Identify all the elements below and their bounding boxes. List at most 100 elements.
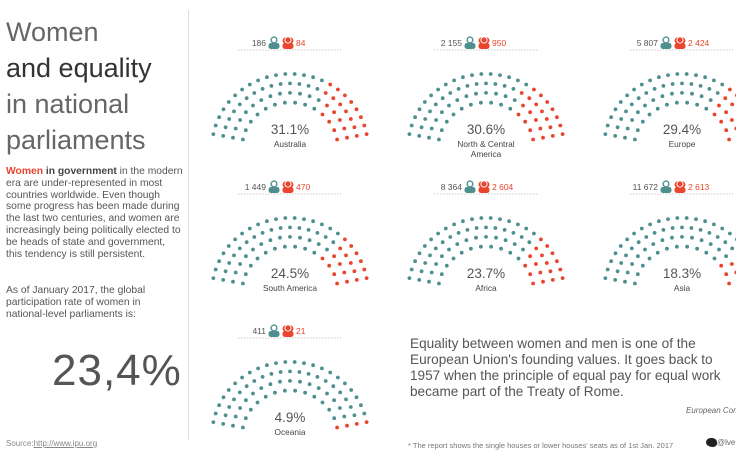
women-percent: 31.1% xyxy=(271,122,309,137)
seat-men xyxy=(259,386,264,390)
seat-men xyxy=(708,242,713,247)
seat-women xyxy=(323,91,328,95)
seat-women xyxy=(364,132,369,137)
seat-women xyxy=(560,132,565,137)
seat-women xyxy=(558,267,563,272)
seat-men xyxy=(244,398,248,403)
seat-men xyxy=(685,100,689,105)
seat-men xyxy=(427,135,431,140)
seat-men xyxy=(639,226,644,231)
seat-men xyxy=(469,102,473,107)
seat-men xyxy=(730,246,735,251)
seat-men xyxy=(213,123,218,128)
parliament-europe: 5 807 2 424 29.4% Europe xyxy=(603,36,736,149)
seat-men xyxy=(685,244,689,249)
eu-quote: Equality between women and men is one of… xyxy=(410,336,721,399)
seat-men xyxy=(507,75,511,80)
seat-men xyxy=(252,379,257,383)
seat-men xyxy=(630,262,634,266)
seat-men xyxy=(211,132,216,137)
seat-men xyxy=(251,103,255,108)
seat-men xyxy=(292,360,297,364)
seat-men xyxy=(470,73,474,77)
seat-men xyxy=(241,425,245,430)
seat-men xyxy=(338,390,343,395)
seat-men xyxy=(690,91,694,96)
seat-men xyxy=(223,269,228,274)
seat-men xyxy=(516,222,520,227)
seat-men xyxy=(311,363,315,368)
seat-men xyxy=(508,106,513,111)
global-rate-intro: As of January 2017, the global participa… xyxy=(6,285,146,320)
seat-men xyxy=(320,366,324,371)
seat-men xyxy=(439,272,444,277)
seat-women xyxy=(717,103,721,108)
seat-men xyxy=(349,388,354,392)
seat-men xyxy=(417,278,422,282)
seat-men xyxy=(302,361,306,365)
seat-men xyxy=(666,217,670,222)
seat-men xyxy=(712,78,716,83)
seat-women xyxy=(538,126,543,131)
seat-women xyxy=(558,123,563,128)
seat-men xyxy=(434,118,438,122)
seat-women xyxy=(354,422,359,426)
seat-men xyxy=(233,381,238,386)
seat-men xyxy=(633,281,637,286)
seat-women xyxy=(531,137,535,142)
seat-men xyxy=(274,73,278,77)
seat-men xyxy=(221,422,226,426)
seat-men xyxy=(618,100,623,104)
seat-men xyxy=(269,372,274,376)
seat-men xyxy=(624,109,628,114)
twitter-credit[interactable]: @lve xyxy=(706,438,735,448)
seat-men xyxy=(644,235,649,239)
seat-men xyxy=(226,244,231,248)
seat-men xyxy=(263,394,268,399)
seat-men xyxy=(265,75,269,80)
seat-men xyxy=(232,397,236,402)
seat-men xyxy=(217,403,222,408)
seat-men xyxy=(244,384,249,389)
seat-men xyxy=(440,96,445,101)
women-count: 2 604 xyxy=(492,182,514,192)
seat-men xyxy=(670,91,674,96)
seat-men xyxy=(474,226,479,230)
footnote: * The report shows the single houses or … xyxy=(408,441,674,450)
seat-men xyxy=(269,84,274,88)
seat-men xyxy=(636,240,641,245)
seat-men xyxy=(507,219,511,224)
seat-men xyxy=(221,395,226,400)
seat-women xyxy=(728,87,732,92)
seat-men xyxy=(630,118,634,122)
seat-men xyxy=(221,134,226,138)
seat-men xyxy=(217,115,222,120)
seat-women xyxy=(332,254,336,259)
seat-men xyxy=(423,261,428,265)
women-percent: 18.3% xyxy=(663,266,701,281)
seat-men xyxy=(512,242,517,247)
seat-men xyxy=(436,231,440,236)
seat-women xyxy=(348,261,353,265)
region-label: Europe xyxy=(669,139,696,149)
seat-men xyxy=(283,216,288,220)
seat-men xyxy=(255,256,260,261)
seat-men xyxy=(268,382,273,387)
seat-women xyxy=(338,262,342,266)
seat-men xyxy=(217,259,222,264)
seat-men xyxy=(704,250,709,255)
seat-men xyxy=(484,81,488,86)
seat-men xyxy=(499,102,503,107)
title-line-4: parliaments xyxy=(6,125,146,155)
source-link[interactable]: http://www.ipu.org xyxy=(33,439,98,448)
woman-icon xyxy=(282,324,294,337)
seat-women xyxy=(332,272,337,277)
region-label: North & Central xyxy=(457,139,514,149)
seat-women xyxy=(352,125,357,130)
seat-men xyxy=(444,119,449,124)
seat-men xyxy=(484,91,488,95)
seat-men xyxy=(336,231,340,236)
seat-men xyxy=(429,126,434,131)
seat-women xyxy=(354,134,359,138)
seat-men xyxy=(437,137,441,142)
